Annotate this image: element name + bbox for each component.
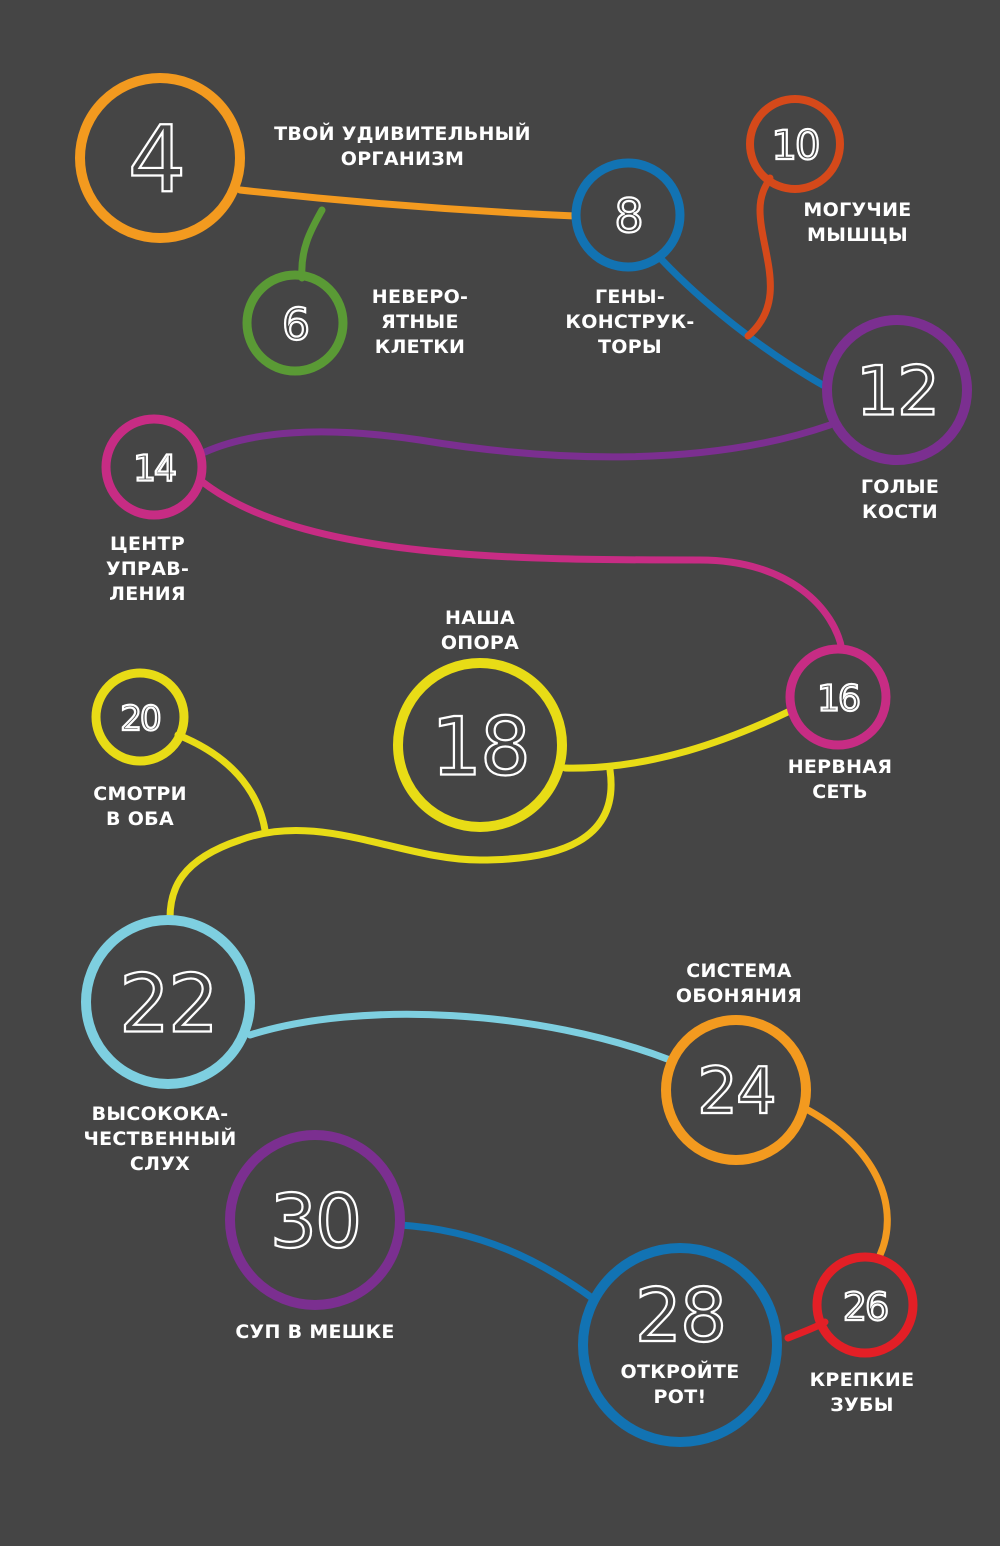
connector-8-12: [658, 256, 832, 392]
connector-24-26: [804, 1106, 891, 1259]
number-20: 20: [120, 699, 160, 739]
ring-16: [785, 644, 891, 750]
label-30: СУП В МЕШКЕ: [235, 1321, 395, 1343]
ring-28: [578, 1243, 782, 1447]
number-6: 6: [282, 300, 308, 351]
connector-20: [174, 731, 269, 834]
label-10: МОГУЧИЕ МЫШЦЫ: [803, 199, 912, 246]
number-26: 26: [843, 1285, 887, 1329]
label-26: КРЕПКИЕ ЗУБЫ: [809, 1369, 915, 1416]
ring-26: [812, 1252, 918, 1358]
number-16: 16: [817, 679, 859, 720]
ring-30: [225, 1130, 405, 1310]
label-6: НЕВЕРО- ЯТНЫЕ КЛЕТКИ: [371, 286, 469, 358]
ring-18: [393, 658, 567, 832]
number-28: 28: [635, 1273, 725, 1359]
rings: [75, 73, 972, 1447]
ring-6: [242, 270, 348, 376]
connector-16-18: [561, 706, 796, 772]
ring-4: [75, 73, 245, 243]
label-20: СМОТРИ В ОБА: [93, 783, 187, 830]
label-28: ОТКРОЙТЕ РОТ!: [620, 1361, 740, 1408]
number-22: 22: [119, 958, 217, 1051]
number-12: 12: [856, 353, 939, 432]
connector-14-16: [196, 476, 846, 654]
label-22: ВЫСОКОКА- ЧЕСТВЕННЫЙ СЛУХ: [83, 1103, 237, 1175]
label-12: ГОЛЫЕ КОСТИ: [860, 476, 940, 523]
chapter-numbers: 4 6 8 10 12 14 16 18 20 22 24 26 28 30: [118, 105, 941, 1360]
connector-12-14: [201, 421, 834, 461]
connector-lines: [166, 174, 891, 1342]
ring-10: [746, 95, 844, 193]
connector-10: [744, 174, 774, 340]
ring-14: [101, 414, 207, 520]
label-8: ГЕНЫ- КОНСТРУК- ТОРЫ: [565, 286, 695, 358]
ring-20: [91, 668, 189, 766]
label-16: НЕРВНАЯ СЕТЬ: [787, 756, 893, 803]
ring-12: [822, 315, 972, 465]
ring-22: [81, 915, 255, 1089]
number-4: 4: [128, 107, 185, 214]
connector-6: [298, 206, 326, 282]
number-18: 18: [431, 701, 529, 794]
number-8: 8: [614, 189, 641, 243]
connector-18-22: [166, 766, 615, 922]
number-10: 10: [772, 123, 819, 169]
number-30: 30: [270, 1179, 360, 1265]
number-24: 24: [697, 1055, 774, 1129]
label-24: СИСТЕМА ОБОНЯНИЯ: [675, 960, 803, 1007]
label-14: ЦЕНТР УПРАВ- ЛЕНИЯ: [105, 533, 190, 605]
label-18: НАША ОПОРА: [440, 607, 520, 654]
ring-24: [661, 1015, 811, 1165]
number-14: 14: [133, 449, 175, 490]
ring-8: [571, 158, 685, 272]
connector-22-24: [246, 1010, 674, 1064]
connector-4-8: [236, 186, 579, 220]
connector-28-30: [396, 1221, 599, 1304]
label-4: ТВОЙ УДИВИТЕЛЬНЫЙ ОРГАНИЗМ: [274, 123, 531, 170]
